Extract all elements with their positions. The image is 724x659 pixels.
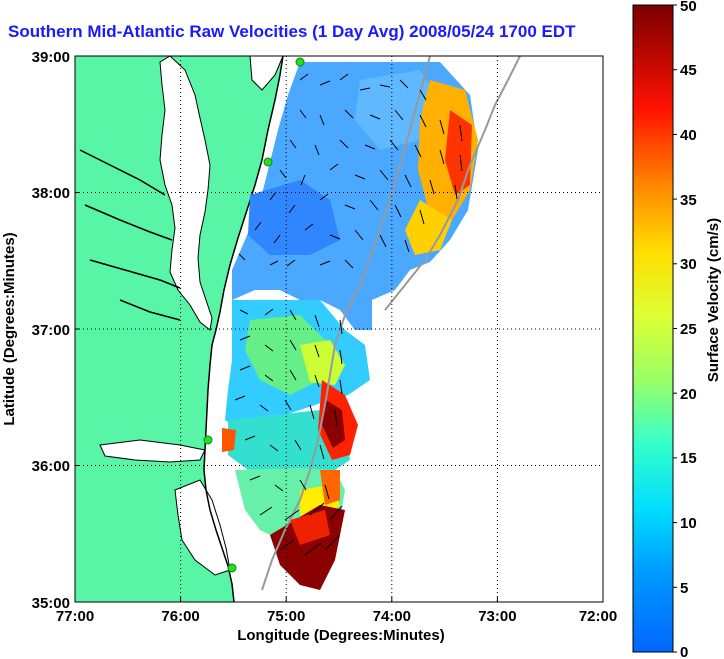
station-marker	[203, 435, 213, 445]
delaware-bay	[249, 56, 284, 91]
tick-marks	[74, 55, 604, 603]
x-tick-label: 72:00	[579, 608, 617, 625]
bathymetry-contour	[261, 56, 431, 591]
station-marker	[295, 57, 305, 67]
albemarle-sound	[99, 439, 206, 463]
colorbar-tick-label: 20	[680, 386, 697, 403]
colorbar-labels: 50 45 40 35 30 25 20 15 10 5 0	[680, 0, 697, 659]
bathymetry-contour-deep	[384, 56, 521, 311]
colorbar-tick-label: 5	[680, 580, 688, 597]
colorbar-tick-label: 25	[680, 321, 697, 338]
colorbar-tick-label: 30	[680, 256, 697, 273]
x-tick-labels: 77:00 76:00 75:00 74:00 73:00 72:00	[56, 608, 617, 625]
gridlines	[75, 56, 603, 602]
map-title: Southern Mid-Atlantic Raw Velocities (1 …	[8, 22, 576, 41]
y-axis-label: Latitude (Degrees:Minutes)	[1, 232, 18, 425]
coastline	[203, 56, 284, 602]
station-markers	[203, 57, 305, 573]
colorbar-tick-label: 45	[680, 62, 697, 79]
colorbar-ticks	[673, 4, 677, 653]
x-tick-label: 75:00	[267, 608, 305, 625]
colorbar-label: Surface Velocity (cm/s)	[705, 218, 722, 382]
x-tick-label: 73:00	[478, 608, 516, 625]
x-axis-label: Longitude (Degrees:Minutes)	[237, 627, 445, 644]
y-tick-labels: 39:00 38:00 37:00 36:00 35:00	[32, 49, 70, 612]
colorbar-tick-label: 50	[680, 0, 697, 15]
velocity-field	[222, 62, 478, 590]
y-tick-label: 36:00	[32, 458, 70, 475]
colorbar-tick-label: 10	[680, 515, 697, 532]
chesapeake-bay	[159, 56, 213, 331]
colorbar-tick-label: 0	[680, 644, 688, 659]
colorbar-tick-label: 40	[680, 127, 697, 144]
x-tick-label: 77:00	[56, 608, 94, 625]
station-marker	[263, 157, 273, 167]
colorbar	[632, 4, 674, 653]
x-tick-label: 74:00	[373, 608, 411, 625]
y-tick-label: 37:00	[32, 322, 70, 339]
colorbar-tick-label: 15	[680, 450, 697, 467]
y-tick-label: 38:00	[32, 185, 70, 202]
y-tick-label: 35:00	[32, 595, 70, 612]
y-tick-label: 39:00	[32, 49, 70, 66]
bay-tributary	[79, 149, 181, 321]
colorbar-tick-label: 35	[680, 192, 697, 209]
velocity-arrows	[234, 73, 463, 556]
station-marker	[227, 563, 237, 573]
x-tick-label: 76:00	[161, 608, 199, 625]
